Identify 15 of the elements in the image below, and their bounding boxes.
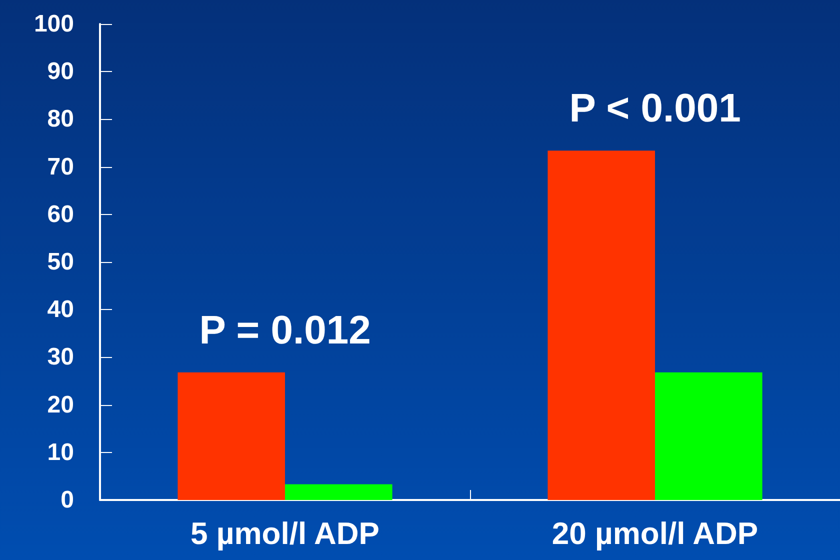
y-tick-label: 30 bbox=[47, 344, 74, 371]
x-tick-label: 5 µmol/l ADP bbox=[190, 516, 380, 551]
y-tick-label: 20 bbox=[47, 391, 74, 418]
x-tick-label: 20 µmol/l ADP bbox=[552, 516, 758, 551]
y-tick-label: 0 bbox=[60, 486, 74, 514]
y-tick-label: 100 bbox=[34, 10, 74, 38]
y-tick-label: 90 bbox=[47, 58, 74, 86]
y-tick-label: 10 bbox=[47, 438, 74, 466]
annotation: P < 0.001 bbox=[569, 86, 741, 131]
y-tick-label: 80 bbox=[47, 106, 74, 133]
y-tick-label: 60 bbox=[47, 200, 74, 228]
annotation: P = 0.012 bbox=[199, 308, 371, 352]
y-tick-label: 40 bbox=[47, 296, 74, 324]
y-tick-label: 70 bbox=[47, 153, 74, 180]
y-tick-label: 50 bbox=[47, 248, 74, 276]
